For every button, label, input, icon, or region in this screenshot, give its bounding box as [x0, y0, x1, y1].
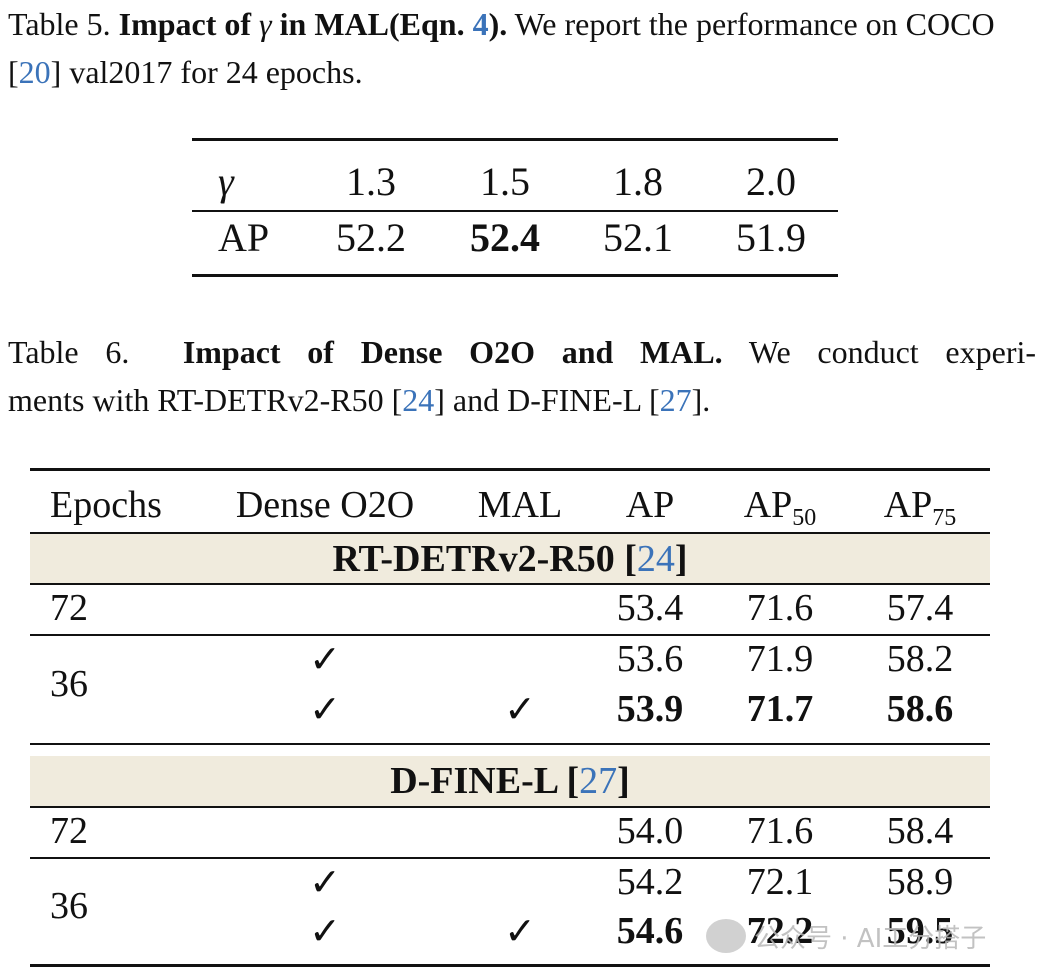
- header-ap75: AP75: [883, 484, 957, 531]
- coco-ref-link[interactable]: 20: [18, 54, 51, 90]
- gamma-cell: 1.3: [346, 159, 396, 204]
- table5-caption: Table 5. Impact of γ in MAL(Eqn. 4). We …: [8, 0, 1036, 96]
- row-rule: [30, 634, 990, 636]
- ap-cell: 53.6: [616, 638, 684, 680]
- epochs-cell: 72: [50, 810, 88, 852]
- table5-title-c: ).: [488, 6, 508, 42]
- check-mark: ✓: [504, 909, 536, 953]
- table5: γ 1.3 1.5 1.8 2.0 AP 52.2 52.4 52.1 51.9: [192, 138, 838, 278]
- table6-label: Table 6.: [8, 334, 130, 370]
- top-rule: [192, 138, 838, 141]
- ap-cell: 51.9: [736, 215, 806, 260]
- section-title-d-fine: D-FINE-L [27]: [390, 760, 630, 802]
- section-title-rt-detrv2: RT-DETRv2-R50 [24]: [332, 538, 688, 580]
- ap50-cell: 71.9: [746, 638, 814, 680]
- wechat-icon: [706, 919, 746, 953]
- ap50-cell: 72.1: [746, 861, 814, 903]
- header-mal: MAL: [477, 484, 563, 526]
- ap75-cell-best: 58.6: [886, 688, 954, 730]
- ap50-cell: 71.6: [746, 587, 814, 629]
- ap-cell: 53.4: [616, 587, 684, 629]
- table6-caption: Table 6. Impact of Dense O2O and MAL. We…: [8, 328, 1036, 424]
- dfine-ref-link[interactable]: 27: [659, 382, 692, 418]
- gamma-cell: 1.8: [613, 159, 663, 204]
- table6-desc-c: ] and D-FINE-L [: [434, 382, 660, 418]
- ap-row-label: AP: [218, 215, 270, 260]
- section-end-rule: [30, 743, 990, 745]
- section-band: [30, 756, 990, 806]
- header-ap50: AP50: [743, 484, 817, 531]
- epochs-cell: 36: [50, 885, 88, 927]
- ap50-cell-best: 71.7: [746, 688, 814, 730]
- check-mark: ✓: [309, 909, 341, 953]
- ap-cell-best: 53.9: [616, 688, 684, 730]
- header-dense-o2o: Dense O2O: [235, 484, 415, 526]
- header-rule: [30, 532, 990, 534]
- bottom-rule: [192, 274, 838, 277]
- gamma-cell: 1.5: [480, 159, 530, 204]
- table5-title-a: Impact of: [118, 6, 260, 42]
- ap-cell: 54.2: [616, 861, 684, 903]
- table5-desc-b: ] val2017 for 24 epochs.: [50, 54, 363, 90]
- table6-title: Impact of Dense O2O and MAL.: [182, 334, 723, 370]
- watermark-text: 公众号 · AI工分搭子: [754, 923, 987, 954]
- check-mark: ✓: [504, 687, 536, 731]
- epochs-cell: 72: [50, 587, 88, 629]
- table6-desc-b: ments with RT-DETRv2-R50 [: [8, 382, 403, 418]
- section-rule: [30, 583, 990, 585]
- table5-title-b: in MAL(Eqn.: [271, 6, 473, 42]
- mid-rule: [192, 210, 838, 212]
- ap75-cell: 58.9: [886, 861, 954, 903]
- header-epochs: Epochs: [50, 484, 162, 526]
- table6-desc-a: We conduct experi-: [722, 334, 1037, 370]
- ap75-cell: 58.4: [886, 810, 954, 852]
- ap-cell: 52.2: [336, 215, 406, 260]
- ap75-cell-best: 59.5: [886, 910, 954, 952]
- ap50-cell: 71.6: [746, 810, 814, 852]
- eqn-ref-link[interactable]: 4: [472, 6, 489, 42]
- section-rule: [30, 806, 990, 808]
- epochs-cell: 36: [50, 663, 88, 705]
- table6-desc-d: ].: [691, 382, 711, 418]
- section-band: [30, 533, 990, 583]
- top-rule: [30, 468, 990, 471]
- ap50-cell-best: 72.2: [746, 910, 814, 952]
- table5-label: Table 5.: [8, 6, 111, 42]
- row-rule: [30, 857, 990, 859]
- check-mark: ✓: [309, 637, 341, 681]
- table6: Epochs Dense O2O MAL AP AP50 AP75 RT-DET…: [30, 468, 990, 968]
- gamma-symbol: γ: [259, 6, 272, 42]
- table5-desc-a: We report the performance on COCO [: [8, 6, 995, 90]
- bottom-rule: [30, 964, 990, 967]
- ap-cell-best: 52.4: [470, 215, 540, 260]
- ap75-cell: 58.2: [886, 638, 954, 680]
- check-mark: ✓: [309, 687, 341, 731]
- watermark: 公众号 · AI工分搭子: [706, 914, 986, 958]
- ap-cell: 52.1: [603, 215, 673, 260]
- check-mark: ✓: [309, 860, 341, 904]
- header-ap: AP: [625, 484, 675, 526]
- gamma-cell: 2.0: [746, 159, 796, 204]
- ap-cell: 54.0: [616, 810, 684, 852]
- ap75-cell: 57.4: [886, 587, 954, 629]
- ap-cell-best: 54.6: [616, 910, 684, 952]
- gamma-row-label: γ: [218, 159, 234, 204]
- rt-detr-ref-link[interactable]: 24: [402, 382, 435, 418]
